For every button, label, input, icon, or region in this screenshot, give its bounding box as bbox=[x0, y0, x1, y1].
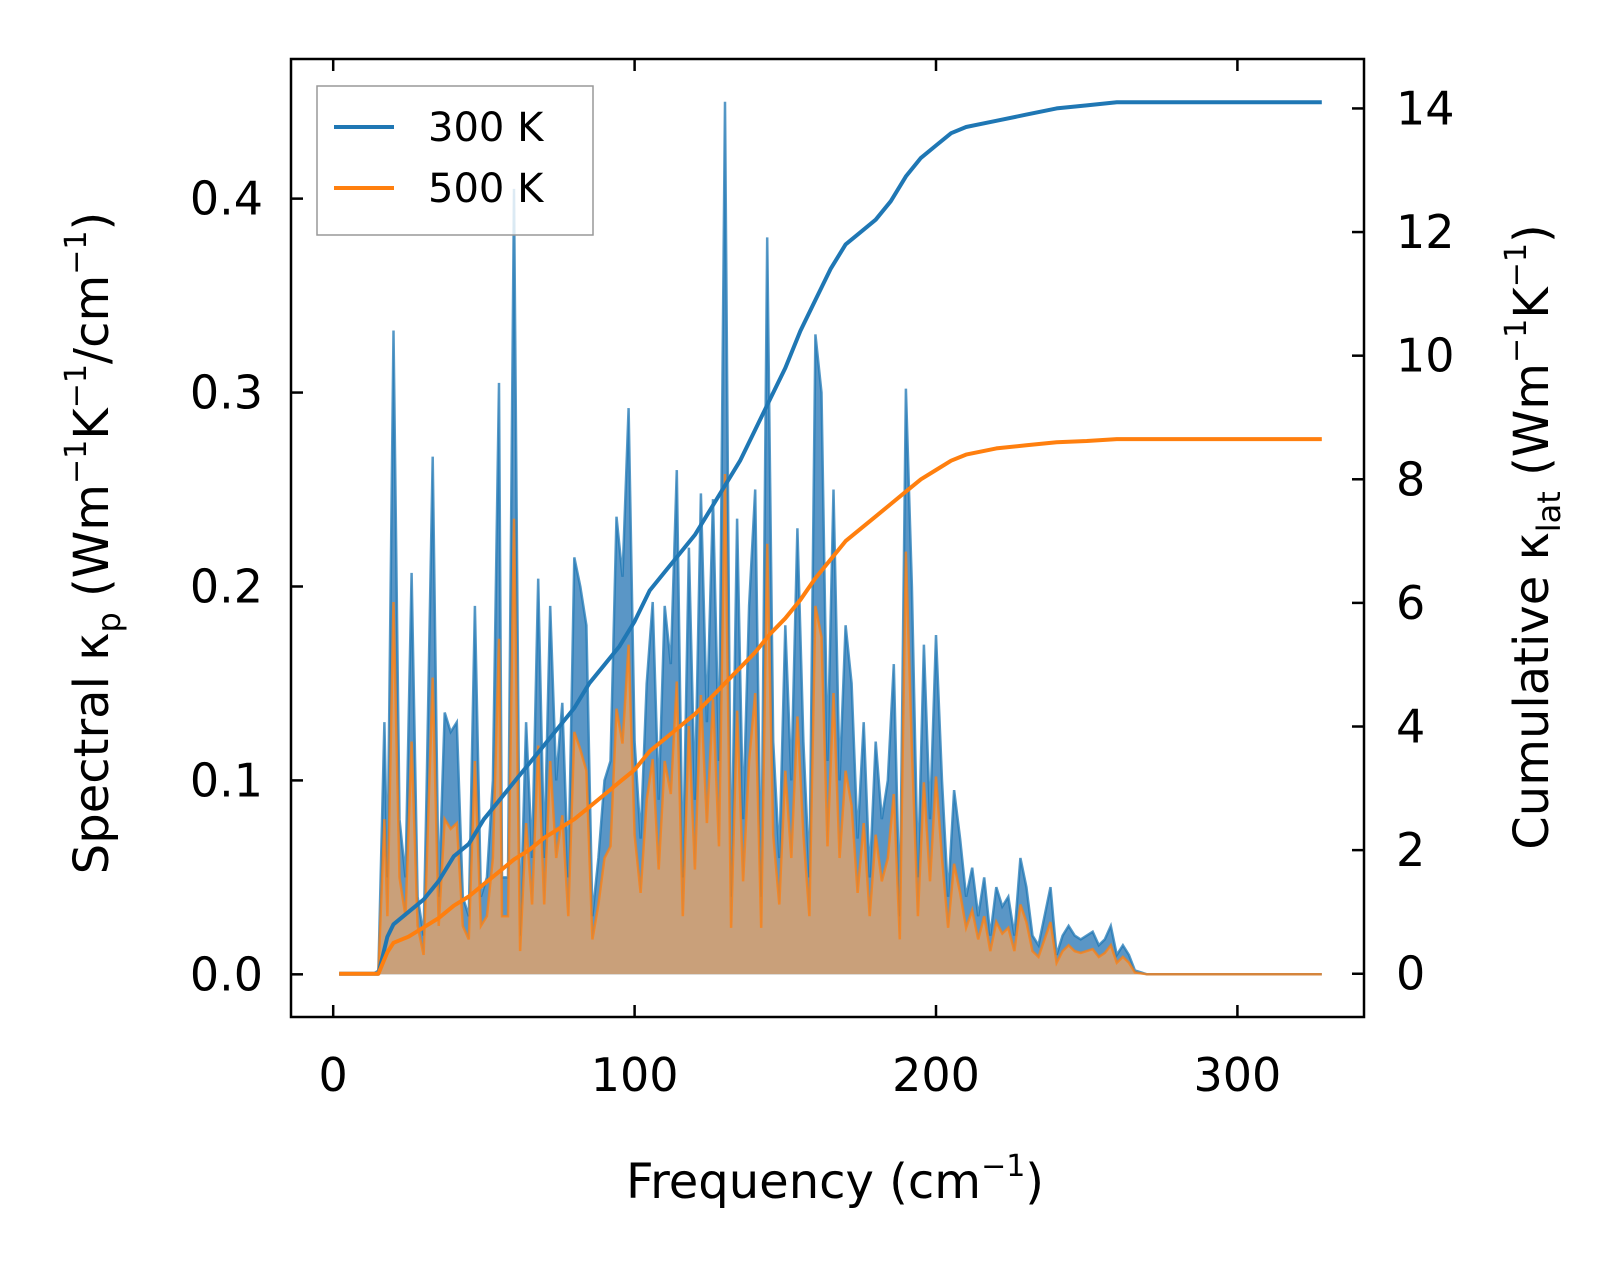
spectral-area-500k bbox=[339, 474, 1322, 975]
y-tick-label-right: 4 bbox=[1396, 700, 1425, 754]
cumulative-line-300k bbox=[339, 100, 1322, 976]
legend-label-500k: 500 K bbox=[428, 166, 545, 212]
x-axis-title: Frequency (cm−1) bbox=[626, 1149, 1044, 1210]
spectral-area-500k-line bbox=[339, 473, 1322, 976]
y-tick-label-right: 6 bbox=[1396, 576, 1425, 630]
x-tick-label: 200 bbox=[892, 1048, 980, 1102]
y-tick-label-right: 2 bbox=[1396, 823, 1425, 877]
x-tick-label: 100 bbox=[591, 1048, 679, 1102]
spectral-area-300k-line bbox=[339, 101, 1322, 976]
y-tick-label-left: 0.3 bbox=[190, 366, 263, 420]
plot-frame bbox=[289, 57, 1366, 1019]
x-tick-label: 0 bbox=[319, 1048, 348, 1102]
y-tick-label-right: 12 bbox=[1396, 205, 1455, 259]
plot-area bbox=[339, 100, 1322, 976]
spectral-area-300k bbox=[339, 101, 1322, 975]
y-tick-label-right: 14 bbox=[1396, 81, 1455, 135]
y-tick-label-left: 0.2 bbox=[190, 559, 263, 613]
y-tick-label-right: 0 bbox=[1396, 947, 1425, 1001]
legend-label-300k: 300 K bbox=[428, 105, 545, 151]
y-tick-label-right: 8 bbox=[1396, 452, 1425, 506]
y-axis-title-right: Cumulative κlat (Wm−1K−1) bbox=[1499, 224, 1568, 849]
x-tick-label: 300 bbox=[1194, 1048, 1282, 1102]
cumulative-line-500k bbox=[339, 437, 1322, 976]
y-tick-label-left: 0.0 bbox=[190, 947, 263, 1001]
legend-frame bbox=[316, 85, 594, 236]
y-axis-title-left: Spectral κp (Wm−1K−1/cm−1) bbox=[59, 212, 128, 874]
legend: 300 K 500 K bbox=[316, 85, 594, 236]
axes: 0 100 200 300 0.0 0.1 0.2 0.3 0.4 0 2 4 6 8 10 12 14 bbox=[190, 57, 1455, 1102]
y-tick-label-left: 0.1 bbox=[190, 753, 263, 807]
y-tick-label-right: 10 bbox=[1396, 329, 1455, 383]
y-tick-label-left: 0.4 bbox=[190, 172, 263, 226]
